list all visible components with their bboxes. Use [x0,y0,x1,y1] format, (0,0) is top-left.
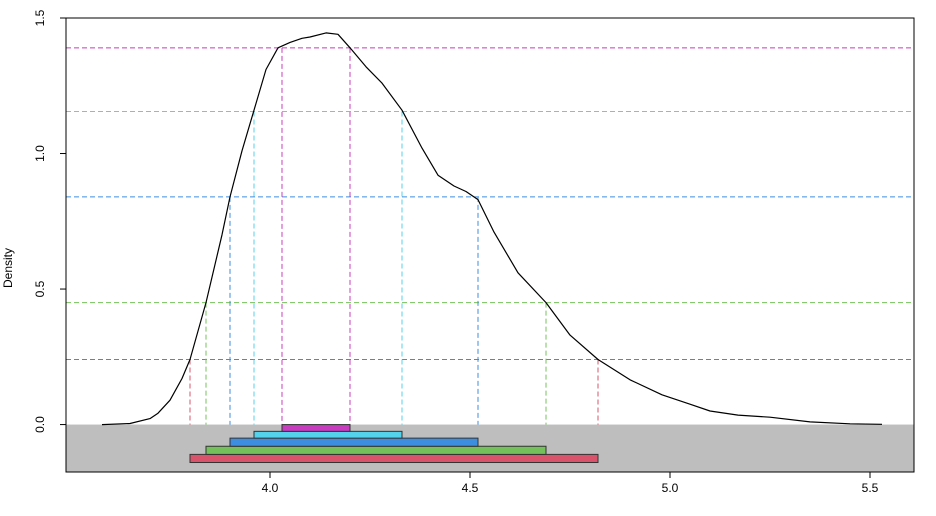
y-tick-label: 0.0 [33,416,47,433]
axes: 4.0 4.5 5.0 5.5 0.0 0.5 1.0 1.5 [33,9,915,495]
level-5-interval-bar [281,424,351,432]
density-curve [101,32,883,426]
level-2-interval-bar [205,445,547,455]
x-tick-label: 5.0 [662,481,679,495]
y-axis-label: Density [1,248,15,288]
x-tick-label: 4.5 [462,481,479,495]
x-tick-label: 4.0 [262,481,279,495]
y-tick-label: 0.5 [33,280,47,297]
x-tick-label: 5.5 [862,481,879,495]
y-tick-label: 1.5 [33,9,47,26]
level-3-interval-bar [229,437,479,447]
plot-layer [66,32,914,472]
level-1-interval-bar [189,453,599,464]
y-tick-label: 1.0 [33,145,47,162]
level-4-interval-bar [253,430,403,439]
plot-frame [65,17,915,473]
